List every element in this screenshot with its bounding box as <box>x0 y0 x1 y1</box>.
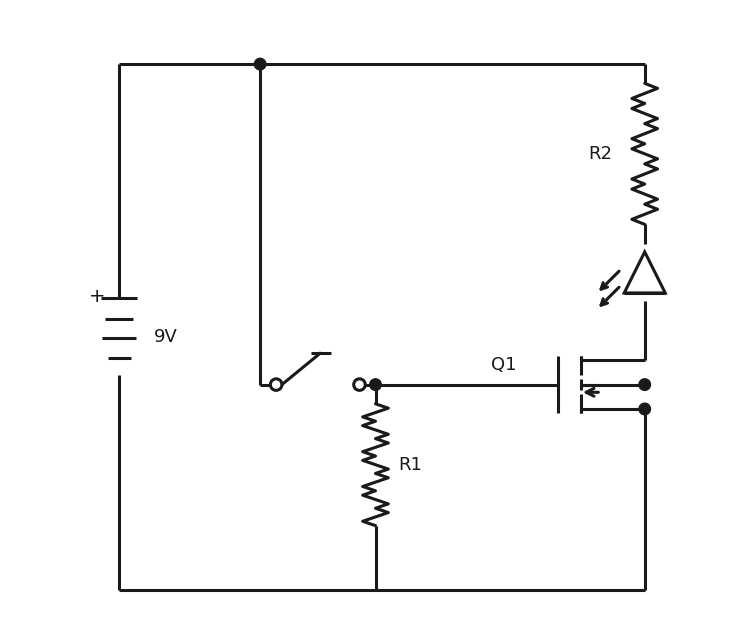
Text: 9V: 9V <box>155 328 178 345</box>
Circle shape <box>255 58 266 70</box>
Circle shape <box>270 379 282 390</box>
Circle shape <box>369 379 382 390</box>
Text: R2: R2 <box>589 145 613 163</box>
Circle shape <box>639 403 650 415</box>
Text: +: + <box>89 287 105 306</box>
Text: Q1: Q1 <box>491 356 517 374</box>
Circle shape <box>639 379 650 390</box>
Polygon shape <box>624 252 665 293</box>
Text: R1: R1 <box>398 456 422 474</box>
Circle shape <box>354 379 365 390</box>
